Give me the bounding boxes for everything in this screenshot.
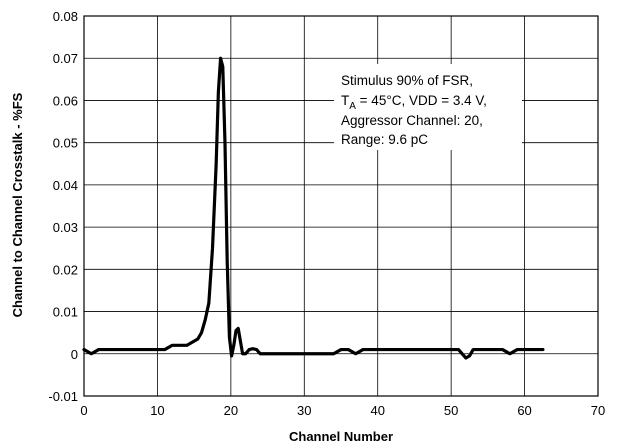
annotation-line-4: Range: 9.6 pC <box>341 132 428 147</box>
y-tick-label: -0.01 <box>48 389 78 404</box>
x-tick-labels: 0 10 20 30 40 50 60 70 <box>80 403 605 418</box>
y-tick-label: 0.01 <box>53 305 78 320</box>
y-tick-labels: -0.01 0 0.01 0.02 0.03 0.04 0.05 0.06 0.07 0.08 <box>48 9 78 404</box>
plot-frame <box>83 15 599 397</box>
y-axis-title: Channel to Channel Crosstalk - %FS <box>10 92 25 317</box>
annotation-line-2: TA = 45°C, VDD = 3.4 V, <box>341 93 487 112</box>
y-tick-label: 0.04 <box>53 178 78 193</box>
y-tick-label: 0.03 <box>53 220 78 235</box>
annotation-line-3: Aggressor Channel: 20, <box>341 113 483 128</box>
y-tick-label: 0.02 <box>53 262 78 277</box>
x-tick-label: 60 <box>517 403 531 418</box>
annotation-box: Stimulus 90% of FSR, TA = 45°C, VDD = 3.… <box>334 64 522 150</box>
y-tick-label: 0.07 <box>53 51 78 66</box>
y-tick-label: 0.06 <box>53 93 78 108</box>
x-tick-label: 0 <box>80 403 87 418</box>
y-tick-label: 0.05 <box>53 136 78 151</box>
annotation-line-1: Stimulus 90% of FSR, <box>341 73 473 88</box>
x-axis-title: Channel Number <box>289 429 393 444</box>
x-tick-label: 30 <box>297 403 311 418</box>
annotation-background <box>334 64 522 150</box>
y-tick-label: 0 <box>71 347 78 362</box>
y-tick-label: 0.08 <box>53 9 78 24</box>
x-tick-label: 70 <box>591 403 605 418</box>
x-tick-label: 50 <box>444 403 458 418</box>
x-tick-label: 10 <box>150 403 164 418</box>
x-tick-label: 20 <box>224 403 238 418</box>
crosstalk-series-line <box>82 56 545 360</box>
x-tick-label: 40 <box>370 403 384 418</box>
